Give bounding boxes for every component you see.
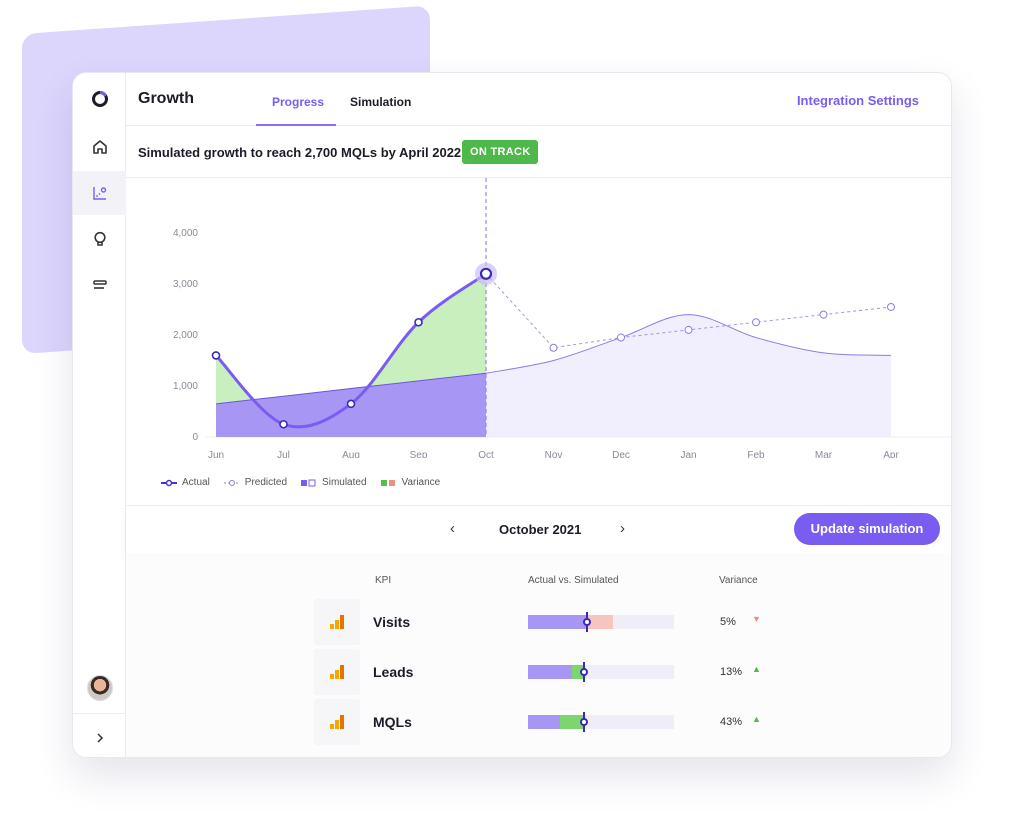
growth-chart: 0 1,000 2,000 3,000 4,000 Jun Jul Aug Sep Oct Nov D… bbox=[173, 178, 951, 458]
kpi-name: Leads bbox=[373, 664, 414, 680]
legend-simulated: Simulated bbox=[301, 477, 367, 488]
y-tick-label: 2,000 bbox=[173, 330, 198, 341]
analytics-icon bbox=[314, 649, 360, 695]
x-tick-label: Jan bbox=[680, 450, 696, 458]
goal-title: Simulated growth to reach 2,700 MQLs by … bbox=[138, 145, 462, 160]
chart-legend: Actual Predicted Simulated Variance bbox=[161, 477, 440, 488]
variance-fill bbox=[571, 665, 584, 679]
actual-point bbox=[211, 351, 221, 360]
actual-point bbox=[414, 317, 423, 327]
actual-point bbox=[279, 419, 288, 429]
actual-marker bbox=[583, 618, 592, 626]
variance-value: 13% bbox=[720, 666, 743, 678]
y-tick-label: 3,000 bbox=[173, 279, 198, 290]
status-badge: ON TRACK bbox=[462, 140, 539, 164]
actual-marker bbox=[580, 668, 589, 676]
tab-simulation[interactable]: Simulation bbox=[350, 95, 412, 109]
y-tick-label: 4,000 bbox=[173, 228, 198, 239]
y-tick-label: 0 bbox=[192, 432, 198, 443]
prev-month-button[interactable]: ‹ bbox=[450, 520, 455, 537]
next-month-button[interactable]: › bbox=[620, 520, 625, 537]
legend-variance: Variance bbox=[380, 477, 441, 488]
chart-icon[interactable] bbox=[73, 171, 126, 215]
kpi-name: Visits bbox=[373, 614, 411, 630]
down-arrow-icon: ▼ bbox=[752, 614, 761, 624]
x-tick-label: Feb bbox=[747, 450, 765, 458]
sidebar bbox=[73, 73, 126, 757]
home-icon[interactable] bbox=[73, 125, 126, 169]
variance-value: 43% bbox=[720, 716, 743, 728]
legend-actual: Actual bbox=[161, 477, 210, 488]
current-month: October 2021 bbox=[499, 522, 582, 537]
y-tick-label: 1,000 bbox=[173, 381, 198, 392]
x-tick-label: Nov bbox=[545, 450, 563, 458]
simulated-line-past bbox=[215, 372, 487, 405]
active-tab-indicator bbox=[256, 124, 336, 126]
variance-fill bbox=[586, 615, 613, 629]
legend-actual-label: Actual bbox=[182, 477, 210, 488]
x-tick-label: Apr bbox=[883, 450, 899, 458]
tab-progress[interactable]: Progress bbox=[272, 95, 325, 109]
up-arrow-icon: ▲ bbox=[752, 714, 761, 724]
predicted-point bbox=[549, 343, 558, 352]
actual-point bbox=[479, 267, 493, 280]
x-tick-label: Dec bbox=[612, 450, 630, 458]
legend-predicted: Predicted bbox=[223, 477, 288, 488]
actual-vs-simulated-header: Actual vs. Simulated bbox=[528, 575, 619, 586]
simulated-fill bbox=[528, 615, 587, 629]
predicted-point bbox=[819, 310, 828, 319]
actual-marker bbox=[580, 718, 589, 726]
subheader: Simulated growth to reach 2,700 MQLs by … bbox=[126, 126, 951, 178]
comparison-bar bbox=[528, 662, 674, 682]
variance-fill bbox=[560, 715, 584, 729]
comparison-bar bbox=[528, 712, 674, 732]
predicted-point bbox=[887, 302, 895, 311]
app-window: Growth Progress Simulation Integration S… bbox=[72, 72, 952, 758]
header: Growth Progress Simulation Integration S… bbox=[126, 73, 951, 126]
lightbulb-icon[interactable] bbox=[73, 217, 126, 261]
up-arrow-icon: ▲ bbox=[752, 664, 761, 674]
list-icon[interactable] bbox=[73, 263, 126, 307]
predicted-point bbox=[684, 325, 693, 334]
x-tick-label: Mar bbox=[815, 450, 833, 458]
x-tick-label: Jun bbox=[208, 450, 224, 458]
page-title: Growth bbox=[138, 90, 194, 107]
simulated-fill bbox=[528, 665, 572, 679]
kpi-row: Visits 5% ▼ bbox=[314, 599, 814, 645]
integration-settings-link[interactable]: Integration Settings bbox=[796, 93, 919, 108]
predicted-point bbox=[617, 333, 625, 342]
legend-variance-label: Variance bbox=[401, 477, 441, 488]
x-tick-label: Oct bbox=[478, 450, 494, 458]
x-tick-label: Jul bbox=[277, 450, 290, 458]
comparison-bar bbox=[528, 612, 674, 632]
analytics-icon bbox=[314, 599, 360, 645]
actual-point bbox=[346, 399, 356, 409]
update-simulation-button[interactable]: Update simulation bbox=[794, 513, 940, 545]
chevron-right-icon[interactable] bbox=[73, 723, 126, 753]
x-tick-label: Sep bbox=[410, 450, 428, 458]
month-navigation: ‹ October 2021 › Update simulation bbox=[126, 505, 951, 553]
kpi-row: Leads 13% ▲ bbox=[314, 649, 814, 695]
predicted-point bbox=[752, 318, 760, 327]
avatar[interactable] bbox=[87, 675, 113, 701]
divider bbox=[73, 713, 126, 714]
legend-predicted-label: Predicted bbox=[244, 477, 288, 488]
variance-header: Variance bbox=[719, 575, 758, 586]
simulated-fill bbox=[528, 715, 561, 729]
simulated-line-future bbox=[485, 314, 892, 374]
kpi-name: MQLs bbox=[373, 714, 412, 730]
analytics-icon bbox=[314, 699, 360, 745]
variance-value: 5% bbox=[720, 616, 736, 628]
kpi-table: KPI Actual vs. Simulated Variance Visits… bbox=[126, 553, 951, 757]
x-tick-label: Aug bbox=[342, 450, 360, 458]
logo-icon[interactable] bbox=[73, 77, 126, 121]
kpi-row: MQLs 43% ▲ bbox=[314, 699, 814, 745]
kpi-header: KPI bbox=[375, 575, 392, 586]
legend-simulated-label: Simulated bbox=[322, 477, 367, 488]
